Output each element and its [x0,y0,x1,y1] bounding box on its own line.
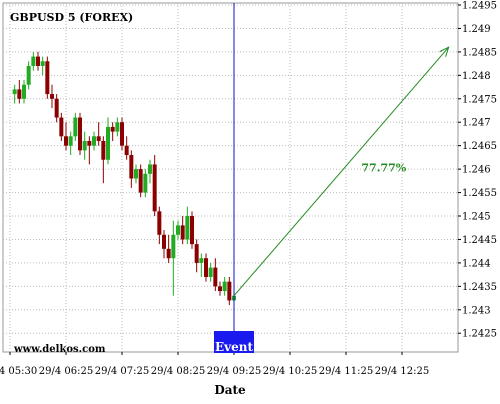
candle-body [152,164,157,212]
candle-body [166,248,171,259]
y-tick-label: 1.245 [462,212,491,223]
watermark: www.delkos.com [13,344,106,355]
candle-body [176,225,180,235]
x-tick-label: 29/4 07:25 [95,366,149,377]
candle-body [36,56,40,66]
candle-body [106,126,110,160]
x-tick-label: 29/4 10:25 [263,366,317,377]
y-tick-label: 1.248 [462,71,491,82]
candle-body [143,173,148,193]
candle-body [45,61,50,95]
x-tick-label: 29/4 11:25 [319,366,373,377]
candle-body [17,89,22,99]
y-tick-label: 1.2495 [462,1,497,12]
candle-body [199,258,204,263]
candle-body [134,169,138,179]
candle-body [208,267,213,277]
y-tick-label: 1.2475 [462,94,497,105]
candle-body [101,140,106,160]
candle-body [12,89,17,95]
candle-body [190,216,194,245]
y-tick-label: 1.2445 [462,235,497,246]
x-tick-label: 29/4 09:25 [207,366,261,377]
candle-body [120,122,124,146]
arrow-head [439,46,450,57]
candle-body [227,281,232,301]
candle-body [138,169,143,193]
candle-body [157,211,162,235]
candle-body [162,234,166,249]
candle-body [115,122,120,132]
candle-body [92,136,96,146]
candle-body [222,281,227,292]
candle-body [54,98,59,118]
y-tick-label: 1.2425 [462,329,497,340]
candle-body [110,126,115,132]
candle-body [73,117,78,137]
event-box [214,331,254,353]
event-label: Event [215,340,253,354]
candle-body [68,136,73,146]
candle-body [59,117,64,137]
x-tick-label: 29/4 08:25 [151,366,205,377]
x-tick-label: 29/4 12:25 [375,366,429,377]
candle-body [185,216,190,240]
candle-body [96,136,101,141]
candle-body [218,286,222,292]
candle-body [31,56,36,66]
forecast-line [233,46,450,297]
y-tick-label: 1.243 [462,305,491,316]
y-tick-label: 1.2465 [462,141,497,152]
candle-body [40,61,45,66]
candle-body [82,140,87,151]
y-tick-label: 1.2485 [462,47,497,58]
candle-body [129,155,134,179]
candle-body [22,84,26,99]
chart-title: GBPUSD 5 (FOREX) [10,11,133,24]
y-tick-label: 1.246 [462,165,491,176]
candle-body [50,94,54,99]
candle-body [148,164,152,174]
forecast-label: 77.77% [361,161,406,174]
x-tick-label: 29/4 05:30 [0,366,37,377]
candle-body [171,234,176,259]
candle-body [204,258,208,277]
y-tick-label: 1.249 [462,24,491,35]
y-tick-label: 1.247 [462,118,491,129]
candle-body [64,136,68,146]
candle-body [87,140,92,146]
x-axis-label: Date [214,383,246,397]
y-tick-label: 1.2455 [462,188,497,199]
x-tick-label: 29/4 06:25 [39,366,93,377]
candle-body [213,267,218,287]
candle-body [124,145,129,156]
y-tick-label: 1.244 [462,258,491,269]
candle-body [78,117,82,151]
y-tick-label: 1.2435 [462,282,497,293]
candle-body [180,225,185,240]
candle-body [194,244,199,263]
candle-body [26,65,31,85]
